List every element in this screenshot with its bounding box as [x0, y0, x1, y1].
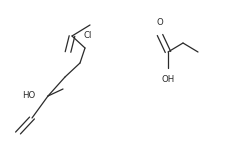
Text: O: O — [157, 18, 163, 27]
Text: Cl: Cl — [83, 31, 92, 40]
Text: HO: HO — [22, 92, 35, 101]
Text: OH: OH — [161, 75, 175, 84]
